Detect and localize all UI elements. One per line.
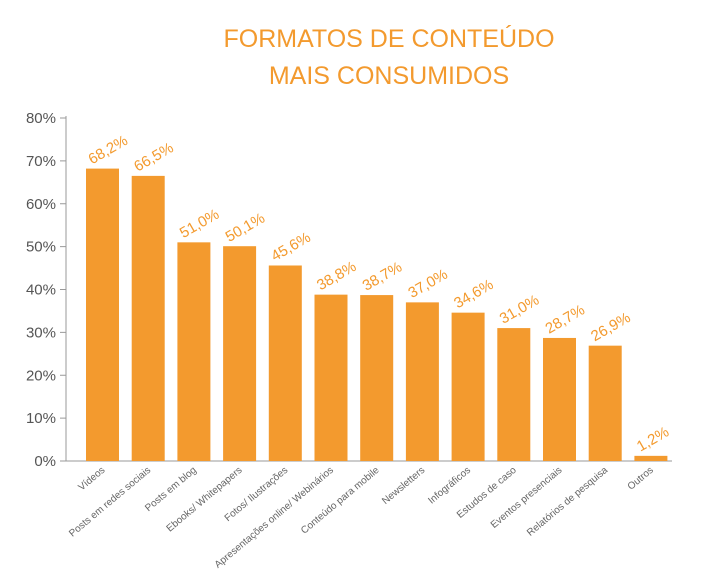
x-tick-label: Ebooks/ Whitepapers [165, 465, 245, 535]
data-label: 66,5% [131, 139, 176, 175]
bar [86, 168, 119, 461]
y-tick-labels-group: 0% 10% 20% 30% 40% 50% 60% 70% 80% [26, 110, 56, 470]
bar [497, 328, 531, 461]
data-label: 1,2% [634, 423, 672, 455]
bar [588, 345, 622, 461]
bar [634, 455, 668, 461]
bar [405, 302, 439, 461]
y-tick-label: 60% [26, 196, 56, 213]
chart-title-line-1: FORMATOS DE CONTEÚDO [223, 24, 554, 53]
data-label: 26,9% [588, 309, 633, 345]
x-tick-label: Relatórios de pesquisa [525, 465, 610, 539]
y-tick-label: 70% [26, 153, 56, 170]
data-label: 37,0% [405, 266, 450, 302]
bar [360, 295, 394, 461]
data-label: 28,7% [543, 301, 588, 337]
x-tick-label: Newsletters [380, 465, 427, 507]
chart-title-line-2: MAIS CONSUMIDOS [269, 62, 509, 90]
y-tick-label: 30% [26, 324, 56, 341]
data-label: 38,7% [360, 259, 405, 295]
bar [314, 294, 348, 461]
bar [177, 242, 211, 461]
data-label: 31,0% [497, 292, 542, 328]
data-label: 45,6% [268, 229, 313, 265]
data-label: 68,2% [86, 132, 131, 168]
y-tick-label: 10% [26, 410, 56, 427]
y-tick-label: 80% [26, 110, 56, 127]
y-tick-label: 50% [26, 239, 56, 256]
bars-group [86, 168, 668, 461]
x-tick-label: Outros [626, 465, 656, 493]
bar [223, 246, 257, 461]
y-tick-label: 40% [26, 282, 56, 299]
y-tick-label: 0% [34, 453, 56, 470]
data-label: 38,8% [314, 258, 359, 294]
data-label: 50,1% [223, 210, 268, 246]
data-label: 34,6% [451, 276, 496, 312]
x-tick-label: Posts em redes sociais [67, 465, 153, 540]
bar [543, 337, 576, 461]
bar [131, 175, 165, 461]
x-tick-label: Conteúdo para mobile [299, 465, 382, 537]
x-tick-label: Infográficos [426, 465, 473, 507]
y-tick-label: 20% [26, 367, 56, 384]
data-label: 51,0% [177, 206, 222, 242]
bar [268, 265, 302, 461]
x-tick-label: Vídeos [77, 465, 108, 493]
bar [451, 312, 485, 461]
